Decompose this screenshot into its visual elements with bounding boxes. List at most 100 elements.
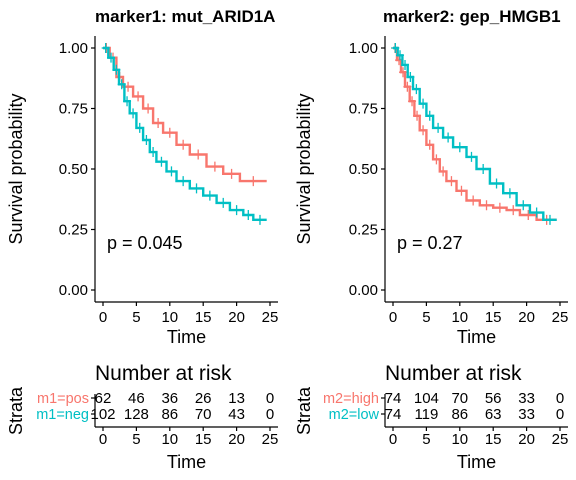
censor-mark	[467, 151, 476, 162]
risk-count: 0	[556, 390, 564, 407]
censor-mark	[194, 149, 203, 160]
risk-count: 104	[414, 390, 439, 407]
risk-x-tick-label: 20	[228, 431, 245, 448]
y-tick-label: 0.25	[349, 222, 378, 239]
risk-x-tick-label: 15	[195, 431, 212, 448]
censor-mark	[232, 205, 241, 216]
risk-count: 0	[556, 406, 564, 423]
y-tick-label: 0.00	[59, 282, 88, 299]
censor-mark	[479, 164, 488, 174]
risk-count: 74	[385, 406, 402, 423]
censor-mark	[219, 197, 228, 208]
risk-count: 86	[451, 406, 468, 423]
x-tick-label: 20	[518, 309, 535, 326]
strata-label: m1=pos	[37, 391, 89, 407]
censor-mark	[129, 108, 138, 119]
risk-count: 26	[195, 390, 212, 407]
censor-mark	[419, 125, 428, 136]
censor-mark	[444, 132, 453, 143]
y-tick-label: 0.00	[349, 282, 378, 299]
risk-x-tick-label: 5	[132, 431, 140, 448]
censor-mark	[469, 195, 478, 206]
risk-count: 13	[228, 390, 245, 407]
risk-x-tick-label: 5	[422, 431, 430, 448]
censor-mark	[413, 110, 422, 121]
y-tick-label: 0.50	[349, 161, 378, 178]
censor-mark	[412, 84, 421, 95]
survival-curve-m1=neg	[103, 46, 267, 221]
x-tick-label: 20	[228, 309, 245, 326]
censor-mark	[391, 43, 400, 53]
y-tick-label: 0.25	[59, 222, 88, 239]
censor-mark	[112, 64, 121, 75]
x-tick-label: 25	[552, 309, 569, 326]
censor-mark	[244, 209, 253, 220]
censor-mark	[455, 142, 464, 153]
censor-mark	[425, 139, 434, 150]
censor-mark	[408, 96, 417, 107]
x-tick-label: 15	[485, 309, 502, 326]
censor-mark	[255, 214, 264, 225]
strata-label: m2=low	[329, 407, 380, 423]
risk-count: 33	[518, 390, 535, 407]
x-tick-label: 10	[451, 309, 468, 326]
plot-title: marker1: mut_ARID1A	[95, 7, 275, 26]
y-axis-label: Survival probability	[294, 93, 314, 244]
survival-curve-m1=pos	[103, 46, 267, 183]
risk-count: 119	[414, 406, 438, 423]
censor-mark	[406, 72, 415, 83]
censor-mark	[532, 207, 541, 218]
risk-count: 62	[95, 390, 112, 407]
x-axis-label: Time	[167, 327, 206, 347]
censor-mark	[447, 176, 456, 187]
censor-mark	[419, 98, 428, 109]
x-tick-label: 0	[99, 309, 107, 326]
x-tick-label: 0	[389, 309, 397, 326]
risk-x-tick-label: 0	[99, 431, 107, 448]
risk-count: 74	[385, 390, 402, 407]
censor-mark	[144, 103, 153, 114]
censor-mark	[457, 185, 466, 196]
censor-mark	[123, 96, 132, 107]
censor-mark	[179, 139, 188, 150]
x-tick-label: 25	[262, 309, 279, 326]
strata-label: m1=neg	[36, 407, 89, 423]
censor-mark	[401, 59, 410, 70]
strata-axis-label: Strata	[6, 386, 26, 435]
censor-mark	[482, 200, 491, 211]
censor-mark	[545, 214, 554, 225]
p-value: p = 0.045	[107, 233, 183, 253]
survival-curve-m2=high	[393, 46, 557, 221]
risk-x-tick-label: 10	[161, 431, 178, 448]
risk-table-title: Number at risk	[95, 362, 232, 385]
p-value: p = 0.27	[397, 233, 463, 253]
strata-label: m2=high	[323, 391, 379, 407]
risk-count: 33	[518, 406, 535, 423]
risk-table: Number at risk m2=high 74 104 70 56 33 0 m2=low 7…	[294, 362, 568, 472]
x-tick-label: 5	[422, 309, 430, 326]
risk-count: 0	[266, 406, 274, 423]
censor-mark	[495, 202, 504, 213]
risk-count: 46	[128, 390, 145, 407]
x-axis-label: Time	[457, 327, 496, 347]
censor-mark	[396, 50, 405, 61]
censor-mark	[439, 166, 448, 177]
censor-mark	[117, 79, 126, 90]
risk-x-tick-label: 25	[262, 431, 279, 448]
panel-1: marker1: mut_ARID1A 0.00 0.25 0.50 0.75 1.00 0…	[6, 7, 278, 472]
censor-mark	[167, 166, 176, 177]
censor-mark	[519, 200, 528, 211]
censor-mark	[107, 52, 116, 63]
censor-mark	[492, 178, 501, 189]
panel-2: marker2: gep_HMGB1 0.00 0.25 0.50 0.75 1.00 0 5…	[294, 7, 568, 472]
censor-mark	[142, 134, 151, 145]
risk-x-tick-label: 0	[389, 431, 397, 448]
censor-mark	[227, 168, 236, 179]
censor-mark	[157, 156, 166, 167]
censor-mark	[101, 43, 110, 53]
x-tick-label: 10	[161, 309, 178, 326]
censor-mark	[425, 110, 434, 121]
risk-count: 56	[485, 390, 502, 407]
censor-mark	[509, 205, 518, 216]
